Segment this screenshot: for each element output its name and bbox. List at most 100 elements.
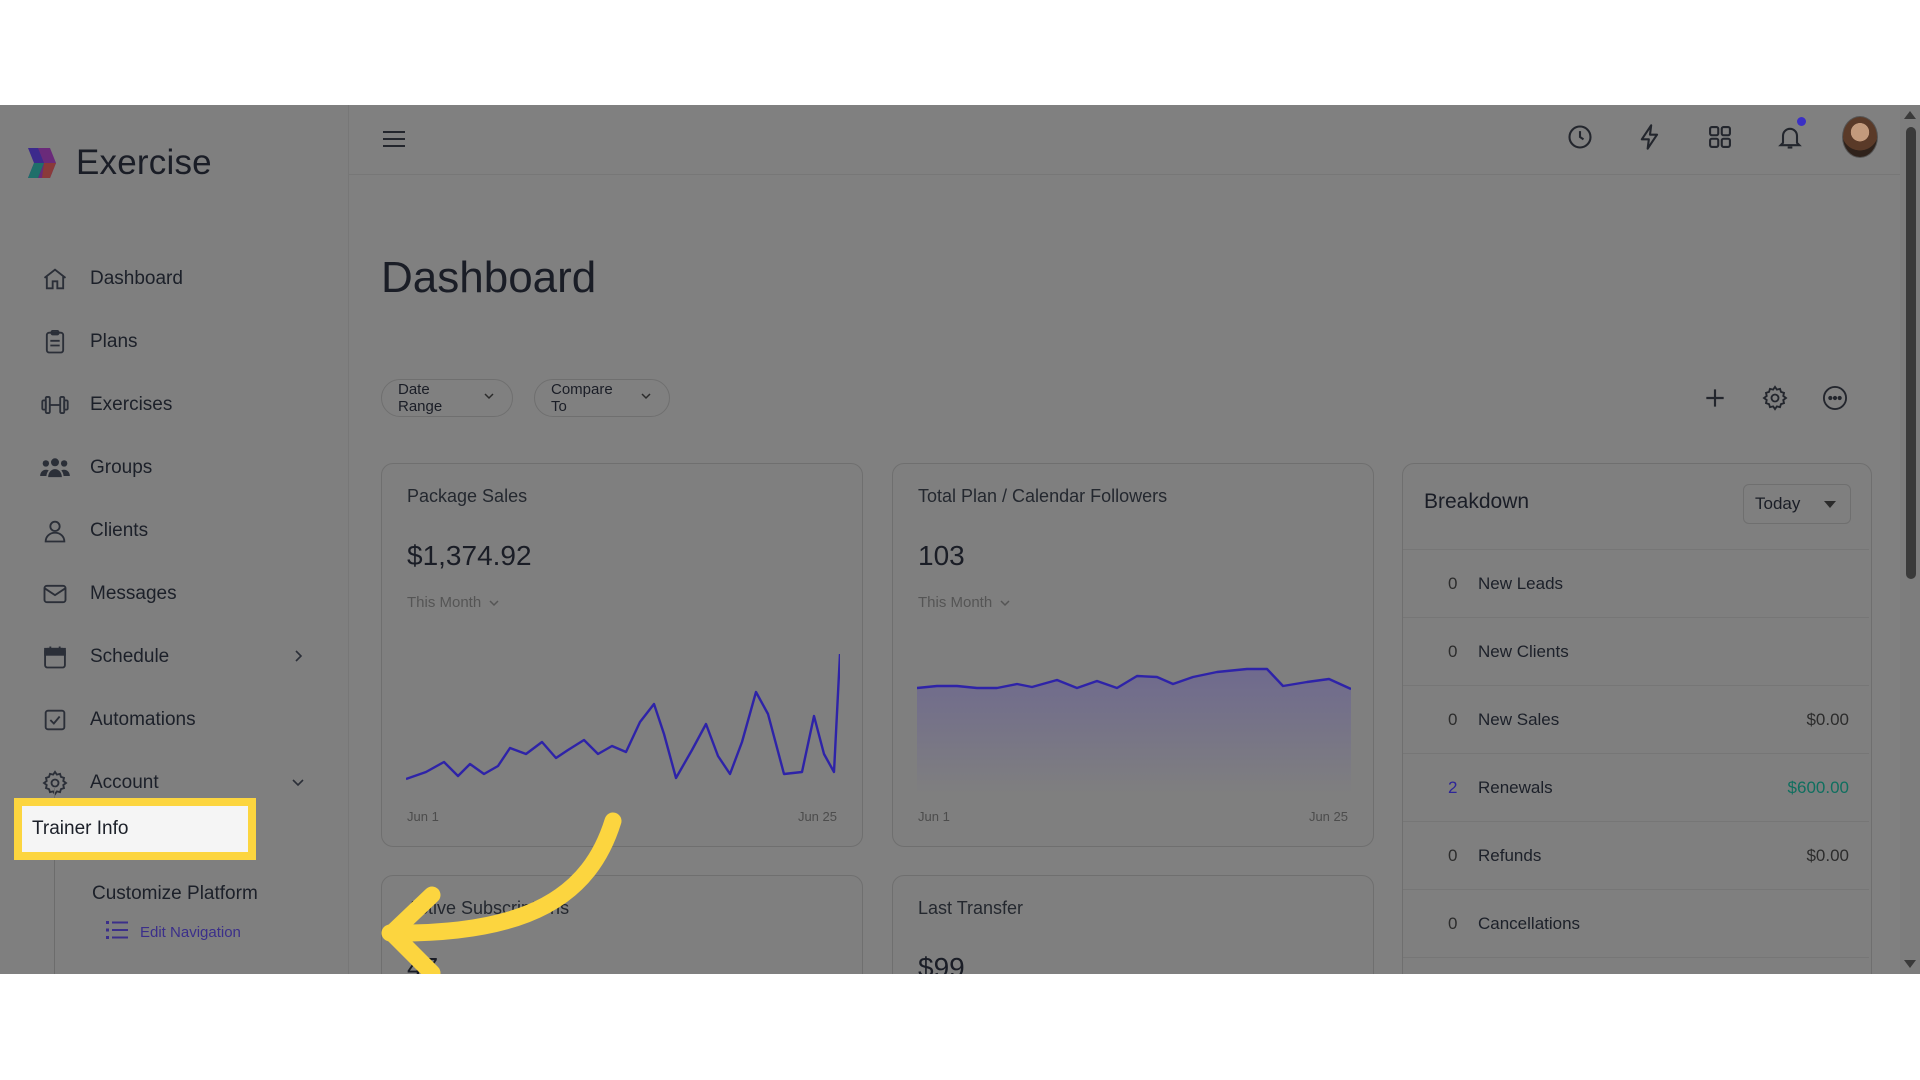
menu-icon[interactable] bbox=[381, 127, 407, 156]
period-selector[interactable]: This Month bbox=[407, 594, 501, 611]
sidebar-item-messages[interactable]: Messages bbox=[38, 562, 308, 625]
breakdown-row[interactable]: 0 Refunds $0.00 bbox=[1403, 821, 1869, 890]
breakdown-row[interactable]: 0 New Clients bbox=[1403, 617, 1869, 686]
dashboard-actions bbox=[1698, 381, 1852, 415]
breakdown-row[interactable]: 2 Renewals $600.00 bbox=[1403, 753, 1869, 822]
sidebar-item-automations[interactable]: Automations bbox=[38, 688, 308, 751]
sidebar-item-label: Messages bbox=[90, 582, 177, 604]
sidebar-item-label: Automations bbox=[90, 708, 196, 730]
sidebar-item-label: Account bbox=[90, 771, 159, 793]
clipboard-icon bbox=[38, 325, 72, 359]
date-range-filter[interactable]: Date Range bbox=[381, 379, 513, 417]
settings-button[interactable] bbox=[1758, 381, 1792, 415]
history-clock-icon[interactable] bbox=[1562, 119, 1598, 155]
add-widget-button[interactable] bbox=[1698, 381, 1732, 415]
row-amount: $600.00 bbox=[1787, 778, 1849, 797]
sidebar-subitem-customize-platform[interactable]: Customize Platform bbox=[92, 883, 258, 904]
followers-card[interactable]: Total Plan / Calendar Followers 103 This… bbox=[892, 463, 1374, 847]
chevron-down-icon bbox=[482, 389, 496, 407]
row-amount: $0.00 bbox=[1806, 710, 1849, 729]
apps-grid-icon[interactable] bbox=[1702, 119, 1738, 155]
row-name: New Clients bbox=[1478, 642, 1569, 661]
row-count: 0 bbox=[1448, 914, 1458, 933]
list-icon bbox=[106, 920, 128, 944]
breakdown-row[interactable]: 0 Cancellations bbox=[1403, 889, 1869, 958]
card-value: $1,374.92 bbox=[407, 540, 532, 571]
row-name: New Leads bbox=[1478, 574, 1564, 593]
sidebar-item-schedule[interactable]: Schedule bbox=[38, 625, 308, 688]
row-amount: $0.00 bbox=[1806, 846, 1849, 865]
topbar-actions bbox=[1562, 116, 1878, 158]
sidebar-item-clients[interactable]: Clients bbox=[38, 499, 308, 562]
lightning-icon[interactable] bbox=[1632, 119, 1668, 155]
breakdown-panel: Breakdown Today 0 New Leads 0 New Client… bbox=[1402, 463, 1872, 974]
active-subscriptions-card[interactable]: Active Subscriptions 47 bbox=[381, 875, 863, 974]
last-transfer-card[interactable]: Last Transfer $99 bbox=[892, 875, 1374, 974]
breakdown-period-label: Today bbox=[1755, 494, 1801, 513]
users-icon bbox=[38, 451, 72, 485]
topbar bbox=[349, 105, 1920, 175]
user-icon bbox=[38, 514, 72, 548]
sidebar-item-label: Groups bbox=[90, 456, 153, 478]
sidebar-item-label: Exercises bbox=[90, 393, 173, 415]
edit-navigation-link[interactable]: Edit Navigation bbox=[106, 920, 241, 944]
card-title: Total Plan / Calendar Followers bbox=[918, 486, 1168, 506]
sidebar-item-label: Schedule bbox=[90, 645, 170, 667]
period-label: This Month bbox=[918, 594, 993, 611]
row-name: Refunds bbox=[1478, 846, 1542, 865]
chevron-right-icon[interactable] bbox=[288, 646, 308, 666]
user-avatar[interactable] bbox=[1842, 116, 1878, 158]
breakdown-row[interactable]: 0 New Leads bbox=[1403, 549, 1869, 618]
app-frame: Exercise Dashboard Plans Exercises bbox=[0, 105, 1920, 974]
sidebar-item-label: Plans bbox=[90, 330, 138, 352]
compare-to-filter[interactable]: Compare To bbox=[534, 379, 670, 417]
chevron-down-icon[interactable] bbox=[288, 772, 308, 792]
row-name: Cancellations bbox=[1478, 914, 1581, 933]
scrollbar-thumb[interactable] bbox=[1906, 127, 1916, 579]
sidebar-item-plans[interactable]: Plans bbox=[38, 310, 308, 373]
card-title: Last Transfer bbox=[918, 898, 1024, 918]
checkbox-icon bbox=[38, 703, 72, 737]
dumbbell-icon bbox=[38, 388, 72, 422]
chevron-down-icon bbox=[639, 389, 653, 407]
chevron-down-icon bbox=[489, 599, 499, 606]
card-value: 103 bbox=[918, 540, 965, 571]
scroll-up-icon[interactable] bbox=[1904, 111, 1916, 119]
x-axis-end-label: Jun 25 bbox=[797, 809, 837, 824]
breakdown-period-select[interactable]: Today bbox=[1743, 484, 1851, 524]
brand[interactable]: Exercise bbox=[24, 143, 212, 183]
edit-navigation-label: Edit Navigation bbox=[140, 923, 241, 941]
sidebar-item-groups[interactable]: Groups bbox=[38, 436, 308, 499]
exercise-logo-icon bbox=[24, 144, 62, 182]
more-options-button[interactable] bbox=[1818, 381, 1852, 415]
caret-down-icon bbox=[1824, 501, 1836, 508]
period-selector[interactable]: This Month bbox=[918, 594, 1012, 611]
notification-dot bbox=[1797, 117, 1806, 126]
package-sales-card[interactable]: Package Sales $1,374.92 This Month Jun 1… bbox=[381, 463, 863, 847]
page-scrollbar[interactable] bbox=[1900, 105, 1920, 974]
calendar-icon bbox=[38, 640, 72, 674]
avatar bbox=[1842, 116, 1878, 158]
annotation-arrow-icon bbox=[381, 812, 622, 974]
account-subnav bbox=[54, 787, 325, 974]
scroll-down-icon[interactable] bbox=[1904, 960, 1916, 968]
period-label: This Month bbox=[407, 594, 482, 611]
sidebar-subitem-trainer-info[interactable]: Trainer Info bbox=[14, 798, 256, 860]
page-title: Dashboard bbox=[381, 253, 597, 302]
date-range-label: Date Range bbox=[398, 381, 443, 415]
x-axis-start-label: Jun 1 bbox=[407, 809, 439, 824]
bell-icon[interactable] bbox=[1772, 117, 1808, 155]
card-title: Package Sales bbox=[407, 486, 528, 506]
x-axis-start-label: Jun 1 bbox=[918, 809, 950, 824]
sidebar-item-exercises[interactable]: Exercises bbox=[38, 373, 308, 436]
chevron-down-icon bbox=[1000, 599, 1010, 606]
breakdown-title: Breakdown bbox=[1424, 490, 1530, 513]
sidebar-nav: Dashboard Plans Exercises Groups bbox=[38, 247, 308, 814]
sidebar: Exercise Dashboard Plans Exercises bbox=[0, 105, 349, 974]
sidebar-item-dashboard[interactable]: Dashboard bbox=[38, 247, 308, 310]
breakdown-row-divider bbox=[1403, 957, 1869, 974]
sidebar-item-account[interactable]: Account bbox=[38, 751, 308, 814]
row-name: New Sales bbox=[1478, 710, 1560, 729]
followers-area-chart bbox=[917, 667, 1351, 794]
breakdown-row[interactable]: 0 New Sales $0.00 bbox=[1403, 685, 1869, 754]
